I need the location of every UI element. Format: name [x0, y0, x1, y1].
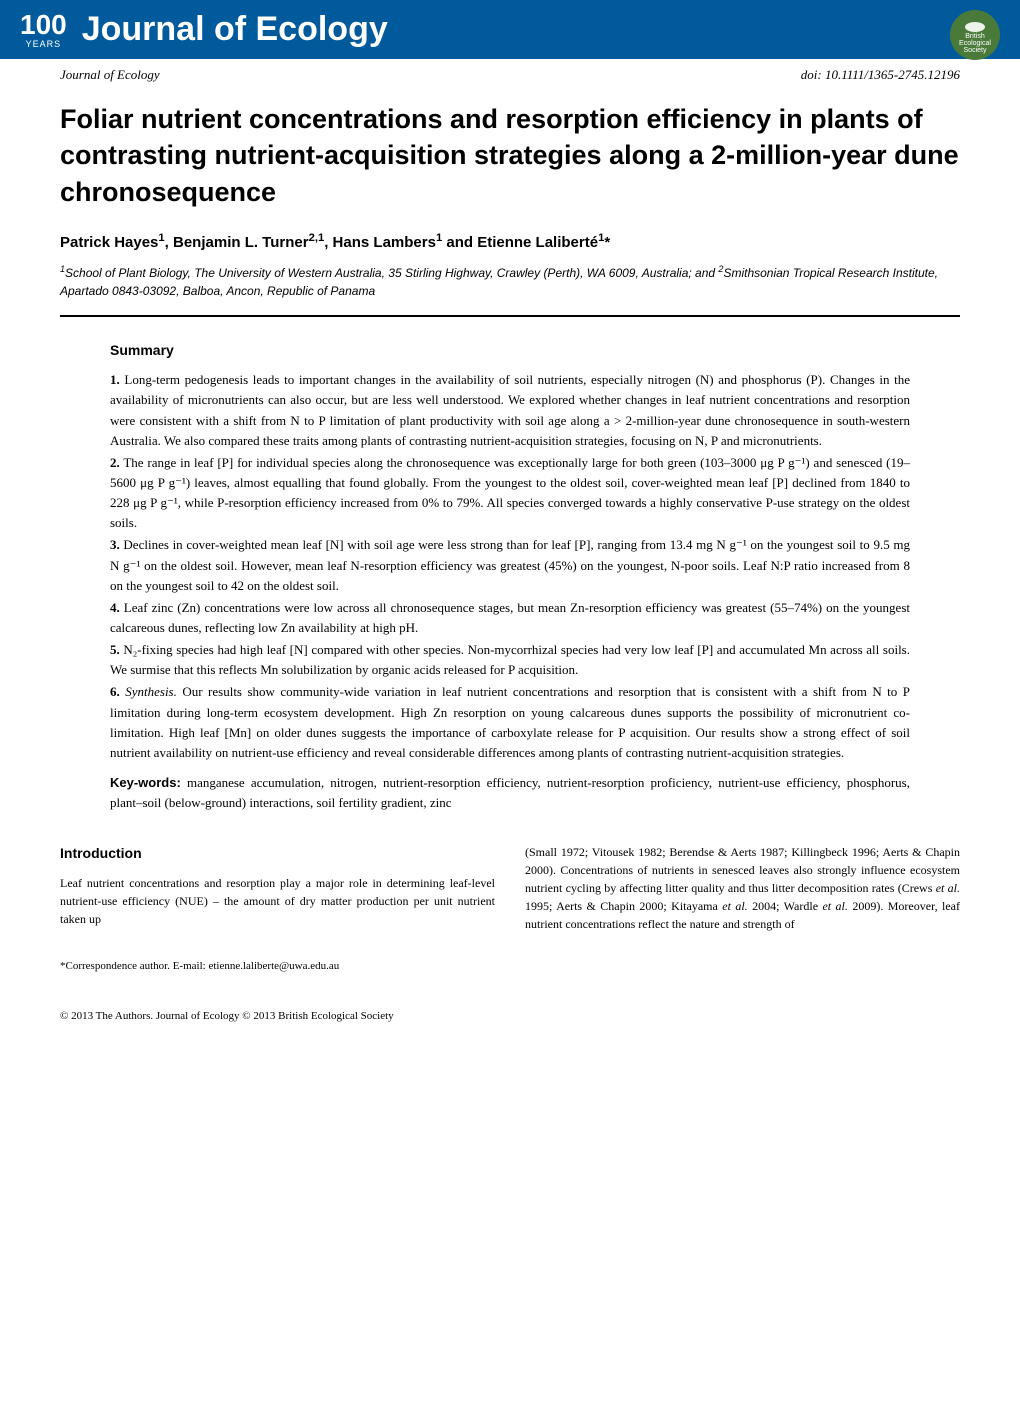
column-left: Introduction Leaf nutrient concentration…: [60, 843, 495, 975]
summary-item-3: 3. Declines in cover-weighted mean leaf …: [110, 535, 910, 595]
affiliations: 1School of Plant Biology, The University…: [60, 263, 960, 300]
keywords-text: manganese accumulation, nitrogen, nutrie…: [110, 775, 910, 810]
summary-text-3: Declines in cover-weighted mean leaf [N]…: [110, 537, 910, 592]
doi-text: doi: 10.1111/1365-2745.12196: [801, 67, 960, 83]
summary-text-5: N₂-fixing species had high leaf [N] comp…: [110, 642, 910, 677]
journal-title-banner: Journal of Ecology: [82, 10, 388, 49]
intro-paragraph-left: Leaf nutrient concentrations and resorpt…: [60, 874, 495, 928]
summary-section: Summary 1. Long-term pedogenesis leads t…: [60, 342, 960, 813]
summary-text-4: Leaf zinc (Zn) concentrations were low a…: [110, 600, 910, 635]
introduction-heading: Introduction: [60, 843, 495, 864]
summary-item-4: 4. Leaf zinc (Zn) concentrations were lo…: [110, 598, 910, 638]
authors-list: Patrick Hayes1, Benjamin L. Turner2,1, H…: [60, 232, 960, 251]
keywords: Key-words: manganese accumulation, nitro…: [110, 773, 910, 813]
introduction-columns: Introduction Leaf nutrient concentration…: [60, 843, 960, 975]
article-content: Foliar nutrient concentrations and resor…: [0, 91, 1020, 1005]
years-number: 100: [20, 11, 67, 39]
journal-name: Journal of Ecology: [60, 67, 160, 83]
bes-logo-icon: British Ecological Society: [950, 10, 1000, 60]
intro-paragraph-right: (Small 1972; Vitousek 1982; Berendse & A…: [525, 843, 960, 933]
copyright-footer: © 2013 The Authors. Journal of Ecology ©…: [0, 1005, 1020, 1027]
summary-heading: Summary: [110, 342, 910, 358]
divider-line: [60, 315, 960, 317]
article-title: Foliar nutrient concentrations and resor…: [60, 101, 960, 210]
summary-item-1: 1. Long-term pedogenesis leads to import…: [110, 370, 910, 451]
summary-item-5: 5. N₂-fixing species had high leaf [N] c…: [110, 640, 910, 680]
summary-item-2: 2. The range in leaf [P] for individual …: [110, 453, 910, 534]
meta-row: Journal of Ecology doi: 10.1111/1365-274…: [0, 59, 1020, 91]
column-right: (Small 1972; Vitousek 1982; Berendse & A…: [525, 843, 960, 975]
summary-text-1: Long-term pedogenesis leads to important…: [110, 372, 910, 447]
years-label: YEARS: [26, 39, 62, 49]
years-badge: 100 YEARS: [20, 11, 67, 49]
keywords-label: Key-words:: [110, 775, 181, 790]
summary-text-2: The range in leaf [P] for individual spe…: [110, 455, 910, 530]
bes-logo-text: British Ecological Society: [950, 33, 1000, 54]
journal-banner: 100 YEARS Journal of Ecology British Eco…: [0, 0, 1020, 59]
correspondence: *Correspondence author. E-mail: etienne.…: [60, 958, 495, 975]
summary-item-6: 6. Synthesis. Our results show community…: [110, 682, 910, 763]
summary-text-6: Synthesis. Our results show community-wi…: [110, 684, 910, 759]
